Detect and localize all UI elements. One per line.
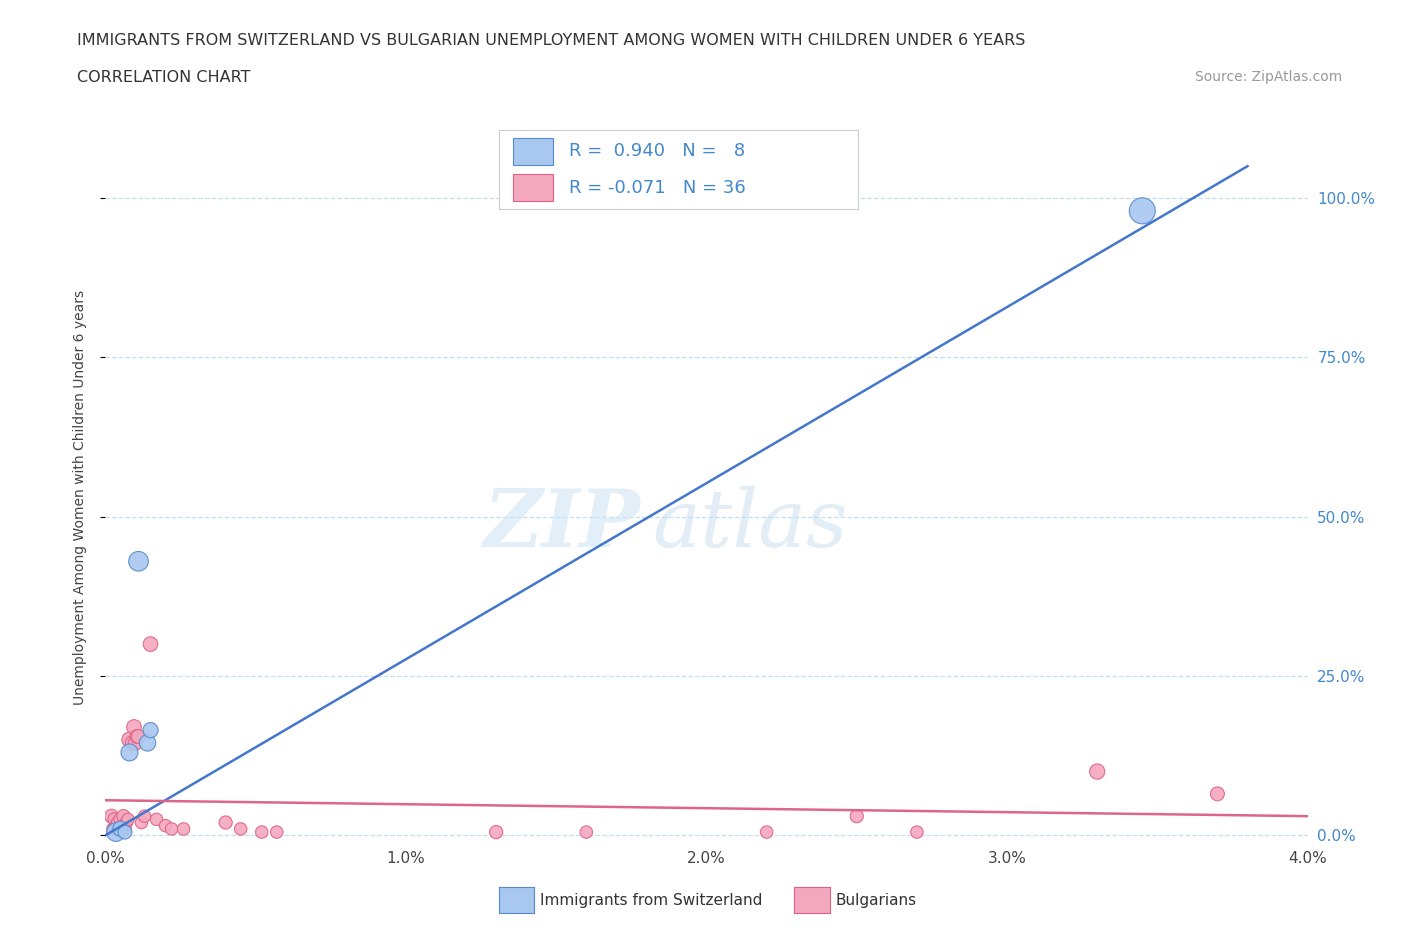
Text: Source: ZipAtlas.com: Source: ZipAtlas.com [1195,70,1343,84]
Point [1130,204,1153,219]
Point [122,720,145,735]
Point [1206,787,1229,802]
Point [845,809,868,824]
Point [114,821,136,836]
Point [575,825,598,840]
Point [128,554,150,569]
Point [1085,764,1108,779]
Point [145,812,167,827]
Point [155,818,177,833]
Point [214,815,236,830]
Point [104,825,127,840]
Point [103,812,125,827]
Point [266,825,288,840]
Point [111,818,134,833]
Text: IMMIGRANTS FROM SWITZERLAND VS BULGARIAN UNEMPLOYMENT AMONG WOMEN WITH CHILDREN : IMMIGRANTS FROM SWITZERLAND VS BULGARIAN… [77,33,1026,47]
Point [136,736,159,751]
Point [118,745,141,760]
Point [905,825,928,840]
Point [173,821,195,836]
Point [485,825,508,840]
Text: R = -0.071   N = 36: R = -0.071 N = 36 [569,179,745,197]
Point [139,637,162,652]
Point [118,732,141,747]
Bar [513,139,553,165]
Y-axis label: Unemployment Among Women with Children Under 6 years: Unemployment Among Women with Children U… [73,290,87,705]
Point [134,809,156,824]
Point [229,821,252,836]
Point [110,812,132,827]
Point [112,809,135,824]
Point [160,821,183,836]
Point [107,815,129,830]
Point [121,736,143,751]
Text: ZIP: ZIP [484,486,640,564]
Point [115,815,138,830]
Point [110,821,132,836]
Text: atlas: atlas [652,486,848,564]
Text: CORRELATION CHART: CORRELATION CHART [77,70,250,85]
Point [124,736,146,751]
Text: Immigrants from Switzerland: Immigrants from Switzerland [540,893,762,908]
Point [114,825,136,840]
Point [139,723,162,737]
Point [250,825,273,840]
Text: R =  0.940   N =   8: R = 0.940 N = 8 [569,142,745,160]
Point [104,818,127,833]
Bar [513,175,553,202]
Point [125,729,148,744]
Point [128,729,150,744]
Text: Bulgarians: Bulgarians [835,893,917,908]
Point [131,815,153,830]
Point [755,825,778,840]
Point [100,809,122,824]
Point [117,812,139,827]
Point [108,821,131,836]
Point [101,821,124,836]
